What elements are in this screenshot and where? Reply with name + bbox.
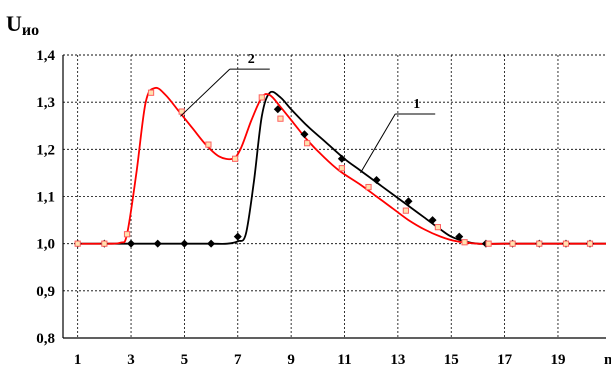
- x-tick-label-9: 19: [550, 352, 565, 368]
- y-tick-label-1: 0,9: [36, 284, 55, 300]
- x-tick-label-0: 1: [74, 352, 82, 368]
- x-tick-label-7: 15: [444, 352, 459, 368]
- series-2-marker-2: [123, 231, 131, 238]
- series-2-marker-7: [258, 94, 265, 101]
- y-axis-label: Uио: [6, 11, 39, 39]
- series-2-marker-14: [461, 239, 468, 246]
- series-2-marker-3: [147, 89, 155, 96]
- x-tick-label-1: 3: [127, 352, 135, 368]
- series-2-marker-19: [586, 240, 594, 247]
- series-2-marker-11: [365, 183, 372, 191]
- series-2-marker-16: [509, 240, 516, 247]
- series-1-marker-2: [127, 239, 136, 248]
- series-markers: [73, 89, 594, 248]
- y-tick-label-5: 1,3: [36, 95, 55, 111]
- series-2-marker-13: [434, 224, 441, 231]
- series-1-marker-4: [180, 239, 189, 248]
- x-tick-labels: 1 3 5 7 9 11 13 15 17 19: [74, 352, 566, 368]
- series-1-marker-9: [337, 154, 346, 163]
- series-1-marker-10: [372, 175, 381, 184]
- y-tick-label-3: 1,1: [36, 190, 55, 206]
- y-tick-label-6: 1,4: [36, 48, 55, 64]
- series-2-marker-6: [232, 155, 239, 162]
- series-1-marker-5: [207, 239, 216, 248]
- y-tick-labels: 0,8 0,9 1,0 1,1 1,2 1,3 1,4: [36, 48, 55, 347]
- y-axis-label-main: U: [6, 11, 22, 36]
- x-tick-label-4: 9: [287, 352, 295, 368]
- callout-1-label: 1: [413, 97, 420, 112]
- series-2-marker-15: [485, 240, 492, 247]
- series-1-marker-11: [404, 197, 413, 206]
- series-2-marker-12: [402, 207, 409, 214]
- x-axis-label: n: [604, 352, 611, 368]
- callout-2-leader: [180, 68, 231, 117]
- series-1-marker-13: [455, 232, 464, 241]
- x-tick-label-8: 17: [497, 352, 513, 368]
- series-1-marker-12: [428, 216, 437, 225]
- series-2-marker-8: [277, 115, 284, 122]
- callout-1-leader: [360, 113, 396, 174]
- x-tick-label-6: 13: [390, 352, 405, 368]
- series-2-marker-9: [304, 140, 311, 147]
- series-2-marker-10: [338, 165, 345, 172]
- x-tick-label-5: 11: [337, 352, 351, 368]
- x-tick-label-2: 5: [181, 352, 189, 368]
- series-2-marker-18: [562, 240, 570, 247]
- y-tick-label-0: 0,8: [36, 331, 55, 347]
- series-1-marker-6: [233, 232, 242, 241]
- plot-frame: [62, 54, 606, 339]
- series-1-marker-8: [300, 130, 309, 139]
- callout-2-label: 2: [248, 52, 255, 67]
- series-1-marker-3: [153, 239, 162, 248]
- x-tick-label-3: 7: [234, 352, 242, 368]
- series-1-marker-7: [273, 105, 282, 114]
- series-2-marker-4: [178, 108, 185, 115]
- curve-callouts: 21: [180, 52, 436, 174]
- y-tick-label-2: 1,0: [36, 237, 55, 253]
- y-axis-label-subscript: ио: [22, 22, 39, 39]
- series-2-marker-1: [101, 240, 108, 247]
- series-2-marker-17: [536, 240, 543, 247]
- y-tick-label-4: 1,2: [36, 142, 55, 158]
- series-2-marker-5: [205, 141, 212, 148]
- series-2-marker-0: [74, 240, 81, 247]
